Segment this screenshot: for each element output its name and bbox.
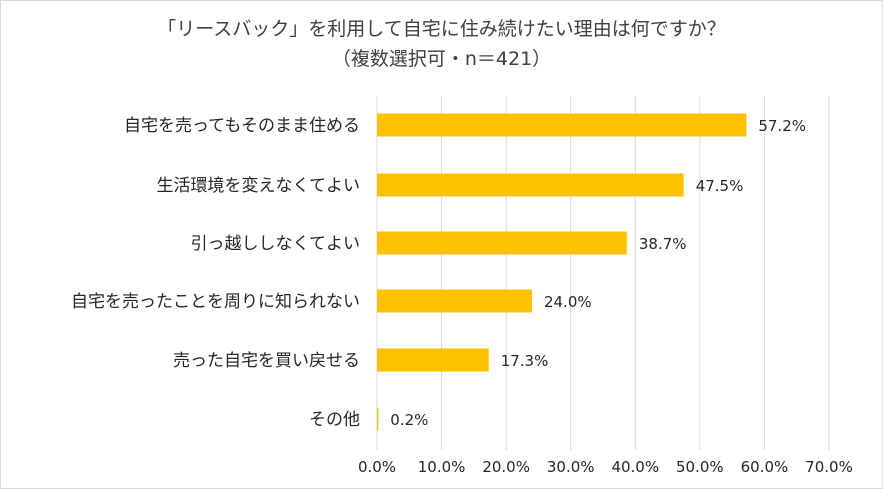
value-label: 24.0% (544, 293, 592, 311)
x-tick-label: 10.0% (418, 458, 466, 476)
category-label: 引っ越ししなくてよい (191, 234, 361, 254)
value-label: 17.3% (501, 352, 549, 370)
category-label: 自宅を売ったことを周りに知られない (71, 292, 360, 312)
bar (377, 348, 489, 372)
x-tick-label: 50.0% (676, 458, 724, 476)
value-label: 47.5% (696, 177, 744, 195)
chart-subtitle: （複数選択可・n＝421） (331, 48, 552, 70)
value-label: 57.2% (758, 117, 806, 135)
category-label: 生活環境を変えなくてよい (157, 176, 361, 196)
category-label: その他 (309, 410, 360, 430)
bar (377, 173, 684, 197)
x-tick-label: 70.0% (805, 458, 853, 476)
bar (377, 289, 532, 313)
x-tick-label: 60.0% (741, 458, 789, 476)
x-tick-label: 0.0% (358, 458, 396, 476)
bar (377, 407, 379, 431)
category-label: 売った自宅を買い戻せる (173, 351, 360, 371)
bar (377, 231, 627, 255)
x-tick-label: 40.0% (611, 458, 659, 476)
x-tick-label: 30.0% (547, 458, 595, 476)
category-label: 自宅を売ってもそのまま住める (124, 116, 360, 136)
value-label: 38.7% (639, 235, 687, 253)
bar (377, 113, 747, 137)
chart-title: 「リースバック」を利用して自宅に住み続けたい理由は何ですか？ (157, 18, 726, 40)
x-tick-label: 20.0% (482, 458, 530, 476)
value-label: 0.2% (390, 411, 428, 429)
